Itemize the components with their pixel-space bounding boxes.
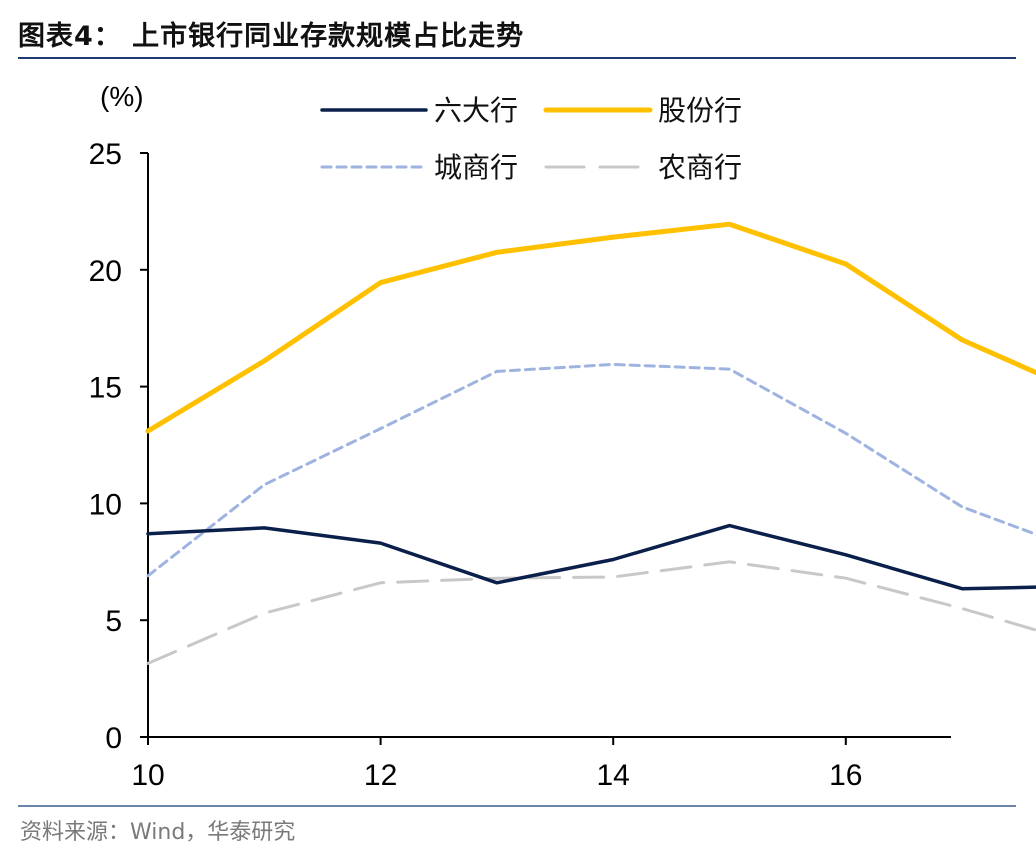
y-tick-label: 10 bbox=[89, 488, 122, 521]
legend-label-4: 农商行 bbox=[658, 151, 742, 184]
x-tick-label: 14 bbox=[597, 759, 630, 792]
series-layer bbox=[145, 221, 1036, 665]
series-line-4 bbox=[146, 560, 1036, 665]
title-rule bbox=[18, 57, 1016, 59]
legend-label-1: 六大行 bbox=[434, 94, 518, 127]
y-unit-label: (%) bbox=[100, 81, 144, 112]
series-line-1 bbox=[146, 523, 1036, 591]
y-tick-label: 5 bbox=[105, 605, 122, 638]
axes: 051015202510121416182022 bbox=[89, 138, 951, 792]
y-tick-label: 0 bbox=[105, 722, 122, 755]
series-line-3 bbox=[146, 362, 1036, 578]
series-line-2 bbox=[145, 221, 1036, 434]
y-tick-label: 15 bbox=[89, 372, 122, 405]
y-tick-label: 25 bbox=[89, 138, 122, 171]
x-tick-label: 12 bbox=[364, 759, 397, 792]
y-tick-label: 20 bbox=[89, 255, 122, 288]
x-tick-label: 16 bbox=[829, 759, 862, 792]
x-tick-label: 10 bbox=[131, 759, 164, 792]
source-note: 资料来源：Wind，华泰研究 bbox=[20, 820, 296, 845]
legend-label-3: 城商行 bbox=[434, 151, 518, 184]
source-rule bbox=[18, 805, 1016, 807]
legend-label-2: 股份行 bbox=[658, 94, 742, 127]
figure-title: 图表4： 上市银行同业存款规模占比走势 bbox=[18, 21, 525, 52]
